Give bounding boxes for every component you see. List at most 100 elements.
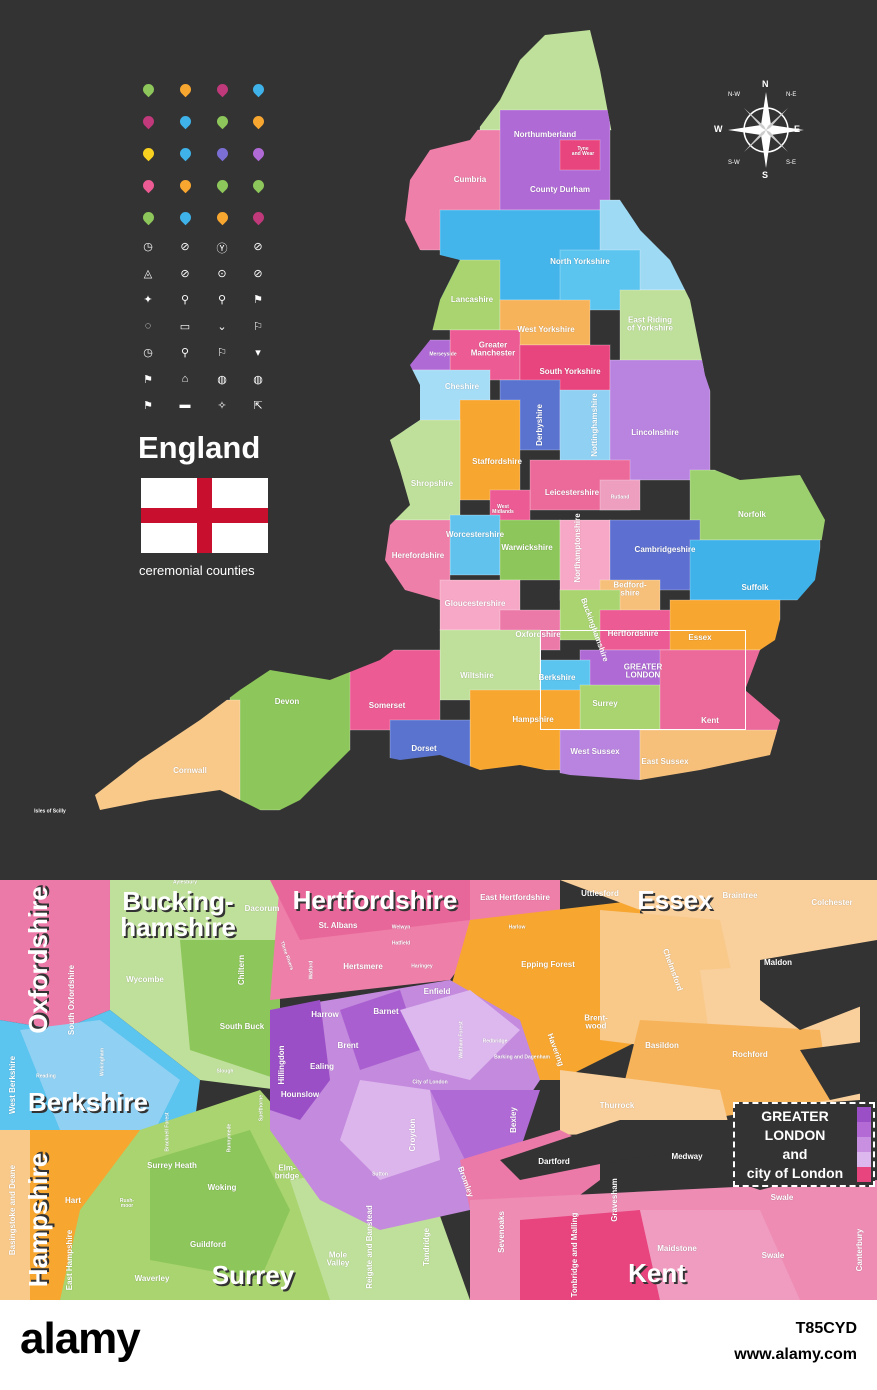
alamy-url: www.alamy.com — [734, 1346, 857, 1363]
london-inset-map: Oxfordshire Bucking-hamshire Hertfordshire… — [0, 880, 877, 1300]
map-symbol-icon: ⚑ — [143, 373, 153, 386]
county-label: Northamptonshire — [572, 513, 582, 583]
district-label: South Buck — [219, 1021, 265, 1031]
district-label: Hatfield — [391, 940, 411, 947]
compass-se: S-E — [786, 160, 797, 166]
map-symbol-icon: ⊘ — [253, 241, 263, 253]
compass-nw: N-W — [728, 92, 740, 98]
county-label: GREATER LONDON — [623, 662, 663, 680]
district-label: Croydon — [407, 1118, 417, 1152]
legend-swatch — [857, 1152, 871, 1167]
district-label: St. Albans — [318, 920, 358, 930]
county-label: County Durham — [530, 184, 590, 194]
district-region — [640, 1210, 800, 1300]
district-label: Bexley — [508, 1107, 518, 1133]
county-region — [559, 139, 601, 171]
greater-london-highlight-box — [540, 630, 746, 730]
district-region — [150, 1130, 290, 1280]
map-symbol-icon: ⚲ — [217, 294, 227, 306]
county-region — [689, 469, 825, 541]
map-symbol-icon: ⚐ — [253, 320, 263, 333]
district-label: Thurrock — [599, 1100, 635, 1110]
district-label: Runnymede — [226, 1123, 233, 1153]
district-label: Medway — [671, 1151, 703, 1161]
county-region — [499, 299, 591, 346]
district-label: Canterbury — [854, 1228, 864, 1272]
county-region — [559, 389, 611, 471]
district-label: Barnet — [373, 1006, 399, 1016]
district-label: Mole Valley — [326, 1250, 350, 1268]
district-label: Basingstoke and Deane — [7, 1164, 17, 1256]
map-symbol-icon: ⚐ — [217, 347, 227, 359]
inset-county-label: Berkshire — [28, 1087, 148, 1117]
county-label: Surrey — [592, 698, 618, 708]
district-label: Redbridge — [482, 1038, 508, 1045]
district-label: Waltham Forest — [458, 1021, 465, 1059]
england-flag — [141, 478, 268, 553]
county-label: Lancashire — [450, 294, 494, 304]
county-label: Leicestershire — [544, 487, 600, 497]
district-label: Watford — [308, 960, 315, 980]
county-region — [559, 729, 641, 781]
county-region — [689, 539, 821, 601]
district-label: Elm-bridge — [274, 1163, 300, 1181]
compass-n: N — [762, 79, 769, 89]
county-region — [669, 599, 781, 651]
district-label: Rush-moor — [119, 1197, 135, 1209]
district-label: Gravesham — [609, 1178, 619, 1222]
county-region — [499, 519, 561, 581]
county-label: Cornwall — [173, 765, 207, 775]
compass-w: W — [714, 124, 723, 134]
map-symbol-icon: Ⓨ — [216, 243, 228, 255]
county-label: Northumberland — [513, 129, 577, 139]
district-label: Haringey — [411, 963, 433, 970]
compass-e: E — [794, 124, 801, 134]
district-label: Swale — [761, 1250, 785, 1260]
district-label: Hillingdon — [276, 1045, 286, 1085]
county-region — [459, 399, 521, 501]
district-label: Slough — [216, 1068, 234, 1075]
compass-icon — [728, 92, 804, 168]
map-symbol-icon: ✦ — [143, 294, 153, 306]
district-label: Sevenoaks — [496, 1211, 506, 1253]
map-subtitle: ceremonial counties — [139, 563, 255, 578]
district-label: Harlow — [508, 924, 526, 931]
watermark-footer: alamy T85CYD www.alamy.com — [0, 1300, 877, 1390]
county-label: Isles of Scilly — [34, 808, 66, 815]
district-label: Sutton — [372, 1171, 388, 1178]
district-label: Barking and Dagenham — [494, 1054, 550, 1061]
county-label: Norfolk — [738, 509, 766, 519]
district-region — [0, 1130, 30, 1300]
county-label: East Riding of Yorkshire — [627, 315, 673, 333]
county-region — [599, 479, 641, 511]
inset-county-label: Hampshire — [23, 1152, 53, 1288]
greater-london-legend: GREATER LONDON and city of London — [733, 1102, 875, 1187]
district-region — [400, 990, 520, 1080]
district-label: Hounslow — [280, 1089, 320, 1099]
map-symbol-icon: ◷ — [143, 241, 153, 253]
county-label: Cheshire — [444, 381, 480, 391]
compass-ne: N-E — [786, 92, 797, 98]
county-region — [95, 699, 241, 815]
district-label: Enfield — [423, 986, 451, 996]
district-label: Welwyn — [391, 924, 411, 931]
legend-swatch — [857, 1167, 871, 1182]
county-region — [389, 419, 461, 521]
map-symbol-icon: ▾ — [255, 347, 261, 359]
map-title: England — [138, 430, 261, 465]
district-label: Brent-wood — [584, 1013, 608, 1031]
county-label: Oxfordshire — [515, 629, 561, 639]
district-label: Hertsmere — [343, 961, 383, 971]
district-label: Epping Forest — [521, 959, 575, 969]
map-symbol-icon: ⚲ — [180, 294, 190, 306]
district-label: Spelthorne — [258, 1094, 265, 1122]
district-label: Waverley — [134, 1273, 170, 1283]
district-label: Wycombe — [126, 974, 164, 984]
district-region — [520, 1210, 660, 1300]
district-label: Tonbridge and Malling — [569, 1212, 579, 1298]
county-label: Cambridgeshire — [634, 544, 696, 554]
district-label: City of London — [412, 1079, 448, 1086]
inset-county-label: Oxfordshire — [23, 886, 53, 1034]
map-symbol-icon: ⊘ — [180, 241, 190, 253]
county-label: East Sussex — [641, 756, 689, 766]
